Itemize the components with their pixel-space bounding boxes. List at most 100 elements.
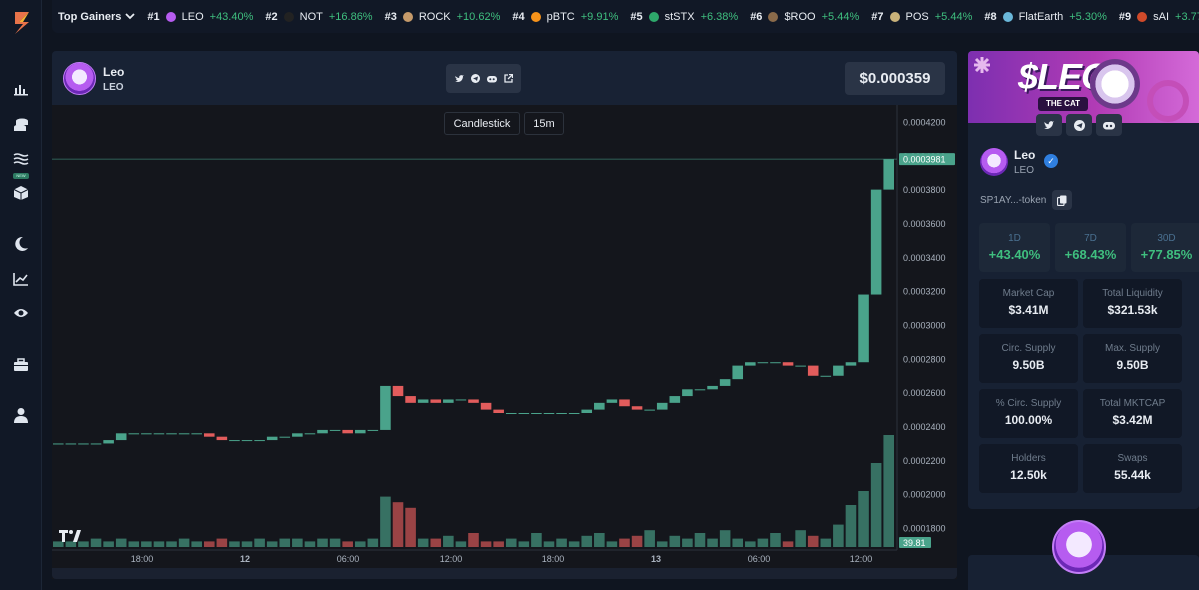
y-tick-label: 0.0001800: [903, 524, 946, 534]
candle: [770, 362, 781, 364]
volume-bar: [191, 541, 202, 547]
x-tick-label: 12:00: [440, 554, 463, 564]
candle: [141, 433, 152, 435]
telegram-icon[interactable]: [1066, 114, 1092, 136]
chart-type-button[interactable]: Candlestick: [444, 112, 520, 135]
token-name: Leo: [103, 65, 125, 79]
contract-address: SP1AY...-token: [980, 195, 1047, 206]
candle: [656, 402, 668, 410]
y-tick-label: 0.0003600: [903, 219, 946, 229]
ticker-symbol: FlatEarth: [1018, 10, 1064, 23]
interval-button[interactable]: 15m: [524, 112, 564, 135]
tradingview-logo-icon[interactable]: [59, 529, 81, 547]
ticker-item[interactable]: #6 $ROO +5.44%: [750, 11, 859, 23]
candle: [304, 433, 316, 435]
candle: [153, 433, 165, 435]
performance-card[interactable]: 1D +43.40%: [979, 223, 1050, 272]
current-price: $0.000359: [845, 62, 945, 95]
y-tick-label: 0.0003000: [903, 321, 946, 331]
candle: [455, 399, 467, 401]
volume-bar: [103, 541, 114, 547]
candle: [367, 429, 379, 431]
y-tick-label: 0.0003200: [903, 287, 946, 297]
volume-bar: [493, 541, 504, 547]
telegram-icon[interactable]: [470, 70, 480, 88]
cube-icon[interactable]: [12, 184, 30, 202]
app-logo[interactable]: [11, 10, 33, 36]
ticker-change: +3.77%: [1175, 10, 1199, 23]
candle: [858, 294, 869, 363]
volume-bar: [845, 505, 857, 547]
candle: [103, 440, 114, 444]
stat-label: Holders: [1011, 453, 1046, 464]
candle: [669, 396, 681, 403]
performance-card[interactable]: 30D +77.85%: [1131, 223, 1199, 272]
ticker-item[interactable]: #8 FlatEarth +5.30%: [984, 11, 1107, 23]
top-gainers-label[interactable]: Top Gainers: [58, 10, 122, 23]
ticker-change: +16.86%: [328, 10, 373, 23]
moon-icon[interactable]: [12, 235, 30, 253]
token-icon: [1137, 11, 1148, 22]
ticker-item[interactable]: #5 stSTX +6.38%: [630, 11, 738, 23]
token-icon: [648, 11, 659, 22]
y-tick-label: 0.0003400: [903, 253, 946, 263]
volume-bar: [631, 535, 643, 547]
coins-icon[interactable]: [12, 116, 30, 134]
ticker-symbol: pBTC: [546, 10, 575, 23]
candlestick-chart[interactable]: 0.00042000.00040000.00038000.00036000.00…: [52, 105, 957, 568]
user-icon[interactable]: [12, 406, 30, 424]
ticker-item[interactable]: #3 ROCK +10.62%: [385, 11, 501, 23]
chevron-down-icon[interactable]: [125, 11, 136, 23]
waves-icon[interactable]: [12, 150, 30, 168]
volume-bar: [203, 541, 215, 547]
volume-bar: [455, 541, 467, 547]
chart-header: Leo LEO $0.000359: [52, 51, 957, 105]
stat-label: Total Liquidity: [1102, 288, 1163, 299]
ticker-item[interactable]: #7 POS +5.44%: [871, 11, 972, 23]
candle: [354, 429, 366, 434]
ticker-change: +9.91%: [580, 10, 619, 23]
copy-icon[interactable]: [1052, 190, 1072, 210]
ticker-item[interactable]: #9 sAI +3.77%: [1119, 11, 1199, 23]
ticker-item[interactable]: #2 NOT +16.86%: [265, 11, 372, 23]
performance-card[interactable]: 7D +68.43%: [1055, 223, 1126, 272]
candle: [203, 433, 215, 437]
token-symbol: LEO: [1014, 165, 1035, 176]
volume-bar: [65, 541, 77, 547]
performance-value: +43.40%: [988, 247, 1041, 262]
briefcase-icon[interactable]: [12, 356, 30, 374]
twitter-icon[interactable]: [1036, 114, 1062, 136]
performance-value: +68.43%: [1064, 247, 1117, 262]
twitter-icon[interactable]: [454, 70, 464, 88]
external-link-icon[interactable]: [503, 70, 513, 88]
ticker-item[interactable]: #1 LEO +43.40%: [147, 11, 253, 23]
price-chart[interactable]: 0.00042000.00040000.00038000.00036000.00…: [52, 105, 957, 579]
volume-bar: [178, 538, 190, 547]
volume-bar: [367, 538, 379, 547]
y-tick-label: 0.0003800: [903, 185, 946, 195]
candle: [631, 406, 643, 410]
candle: [430, 399, 442, 403]
x-tick-label: 13: [651, 554, 661, 564]
chart-scrollbar[interactable]: [52, 568, 957, 579]
discord-icon[interactable]: [486, 70, 497, 88]
volume-bar: [405, 507, 416, 547]
chart-bar-icon[interactable]: [12, 80, 30, 98]
token-icon: [283, 11, 294, 22]
volume-bar: [229, 541, 240, 547]
volume-bar: [568, 541, 580, 547]
ticker-rank: #5: [630, 10, 643, 23]
candle: [719, 379, 731, 386]
candle: [682, 389, 693, 397]
volume-bar: [807, 535, 819, 547]
trend-icon[interactable]: [12, 270, 30, 288]
ticker-item[interactable]: #4 pBTC +9.91%: [512, 11, 618, 23]
volume-bar: [329, 538, 341, 547]
volume-bar: [354, 541, 366, 547]
discord-icon[interactable]: [1096, 114, 1122, 136]
volume-bar: [216, 538, 228, 547]
volume-bar: [795, 530, 806, 547]
eye-icon[interactable]: [12, 304, 30, 322]
candle: [493, 409, 504, 413]
y-tick-label: 0.0002200: [903, 456, 946, 466]
